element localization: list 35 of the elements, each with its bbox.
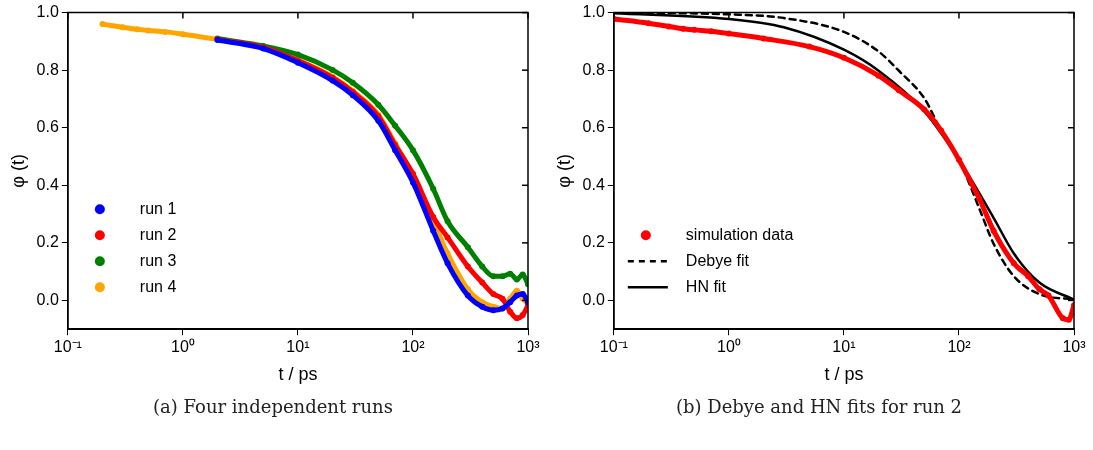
x-axis-title: t / ps: [278, 364, 318, 385]
y-tick-label: 0.2: [36, 233, 59, 251]
x-tick-label: 10²: [401, 338, 426, 356]
y-tick-label: 0.4: [582, 175, 605, 193]
x-tick-label: 10⁻¹: [53, 338, 82, 356]
x-tick-label: 10⁰: [170, 338, 195, 356]
x-tick-label: 10¹: [832, 338, 856, 356]
y-tick-label: 0.4: [36, 175, 59, 193]
legend-label: run 2: [139, 225, 177, 243]
x-tick-label: 10⁰: [716, 338, 741, 356]
x-tick-label: 10³: [516, 338, 541, 356]
y-tick-label: 1.0: [36, 3, 59, 21]
x-tick-label: 10¹: [286, 338, 310, 356]
legend-label: run 3: [139, 251, 177, 269]
legend-label: simulation data: [685, 225, 794, 243]
y-axis-title: φ (t): [553, 154, 574, 188]
y-tick-label: 0.0: [582, 290, 605, 308]
y-tick-label: 0.6: [36, 118, 59, 136]
y-tick-label: 1.0: [582, 3, 605, 21]
x-tick-label: 10⁻¹: [599, 338, 628, 356]
y-axis-title: φ (t): [7, 154, 28, 188]
y-tick-label: 0.6: [582, 118, 605, 136]
y-tick-label: 0.8: [582, 60, 605, 78]
x-tick-label: 10²: [947, 338, 972, 356]
text: (a) Four independent runs: [152, 396, 394, 417]
legend-label: run 4: [139, 277, 177, 295]
x-tick-label: 10³: [1062, 338, 1087, 356]
y-tick-label: 0.2: [582, 233, 605, 251]
y-tick-label: 0.0: [36, 290, 59, 308]
legend-label: Debye fit: [685, 251, 750, 269]
y-tick-label: 0.8: [36, 60, 59, 78]
legend-label: HN fit: [685, 277, 727, 295]
legend-label: run 1: [139, 199, 177, 217]
x-axis-title: t / ps: [824, 364, 864, 385]
text: (b) Debye and HN fits for run 2: [674, 396, 964, 417]
